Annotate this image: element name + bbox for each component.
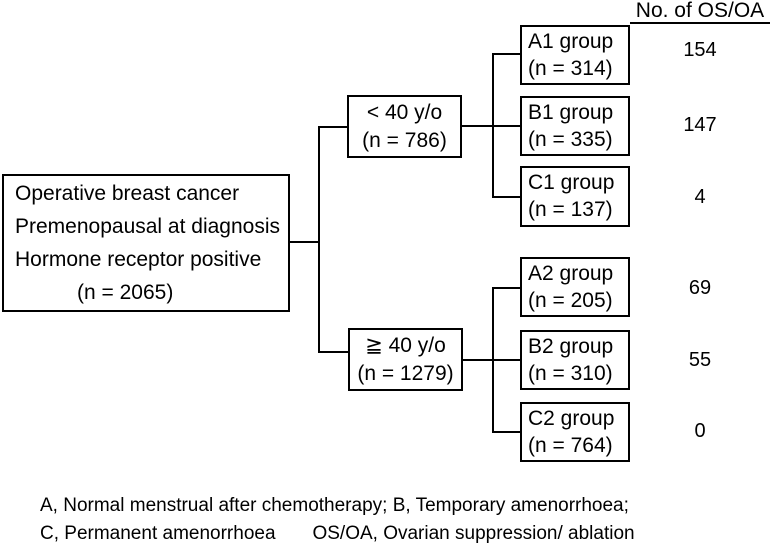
os-oa-count-a2: 69: [688, 277, 712, 299]
group-box-a2: A2 group (n = 205): [520, 257, 630, 317]
group-name: C1 group: [528, 171, 615, 194]
connector-line: [462, 125, 492, 127]
branch-label: < 40 y/o: [366, 101, 443, 124]
group-box-c2: C2 group (n = 764): [520, 402, 630, 462]
group-box-b2: B2 group (n = 310): [520, 330, 630, 390]
connector-line: [463, 359, 492, 361]
group-n: (n = 335): [528, 128, 613, 151]
group-box-b1: B1 group (n = 335): [520, 96, 630, 156]
group-n: (n = 764): [528, 434, 613, 457]
connector-line: [492, 359, 520, 361]
group-n: (n = 314): [528, 57, 613, 80]
group-name: A2 group: [528, 262, 614, 285]
os-oa-count-b1: 147: [683, 114, 717, 136]
os-oa-count-a1: 154: [683, 39, 717, 61]
root-cohort-line: Operative breast cancer: [15, 182, 240, 205]
root-cohort-line: Premenopausal at diagnosis: [15, 215, 281, 238]
os-oa-count-c1: 4: [694, 186, 706, 208]
root-cohort-n: (n = 2065): [77, 281, 174, 304]
connector-line: [492, 196, 520, 198]
root-cohort-box: Operative breast cancer Premenopausal at…: [2, 174, 290, 312]
footnote-line-2: C, Permanent amenorrhoea OS/OA, Ovarian …: [40, 523, 635, 544]
group-box-c1: C1 group (n = 137): [520, 166, 630, 227]
group-name: A1 group: [528, 30, 614, 53]
branch-box-under-40: < 40 y/o (n = 786): [347, 95, 462, 158]
group-name: B1 group: [528, 101, 614, 124]
branch-box-40-and-over: ≧ 40 y/o (n = 1279): [348, 328, 463, 391]
root-cohort-line: Hormone receptor positive: [15, 248, 262, 271]
branch-label: ≧ 40 y/o: [365, 334, 446, 357]
branch-n: (n = 1279): [357, 362, 454, 385]
connector-line: [290, 241, 320, 243]
group-name: C2 group: [528, 407, 615, 430]
group-name: B2 group: [528, 335, 614, 358]
group-n: (n = 310): [528, 362, 613, 385]
connector-line: [492, 125, 520, 127]
os-oa-count-c2: 0: [694, 420, 706, 442]
branch-n: (n = 786): [362, 129, 447, 152]
count-column-header: No. of OS/OA: [630, 0, 770, 24]
os-oa-count-b2: 55: [688, 349, 712, 371]
connector-line: [492, 431, 520, 433]
connector-line: [492, 287, 520, 289]
connector-line: [492, 53, 520, 55]
footnote-line-1: A, Normal menstrual after chemotherapy; …: [40, 495, 629, 516]
group-n: (n = 137): [528, 198, 613, 221]
group-n: (n = 205): [528, 289, 613, 312]
connector-line: [318, 126, 347, 128]
connector-line: [318, 351, 348, 353]
connector-line: [318, 126, 320, 353]
group-box-a1: A1 group (n = 314): [520, 25, 630, 85]
